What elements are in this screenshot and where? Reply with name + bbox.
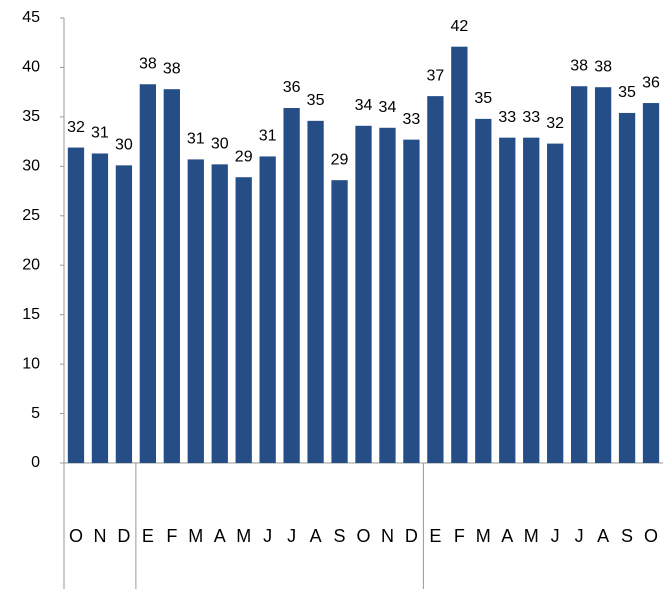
x-tick-label: M [188,526,203,546]
bar [547,143,564,464]
y-tick-label: 40 [22,59,40,76]
bar [427,96,444,463]
x-tick-label: N [381,526,394,546]
y-tick-label: 25 [22,207,40,224]
x-tick-label: F [166,526,177,546]
value-label: 37 [426,67,444,84]
bar [403,139,420,463]
x-tick-label: A [310,526,322,546]
y-tick-label: 15 [22,306,40,323]
x-tick-label: J [263,526,272,546]
value-label: 38 [139,55,157,72]
value-label: 33 [403,111,421,128]
x-tick-label: F [454,526,465,546]
bar [283,107,300,463]
value-label: 36 [283,79,301,96]
bar [475,118,492,463]
x-tick-label: O [644,526,658,546]
x-tick-label: O [69,526,83,546]
value-label: 33 [522,109,540,126]
bar [331,180,348,463]
x-tick-label: A [214,526,226,546]
bar [235,177,252,463]
value-label: 38 [570,57,588,74]
value-label: 29 [331,151,349,168]
value-label: 32 [546,115,564,132]
value-label: 38 [163,60,181,77]
value-label: 31 [187,131,205,148]
bar [594,87,612,463]
bar [211,164,228,463]
bar [355,125,372,464]
x-tick-label: A [597,526,609,546]
x-tick-label: J [575,526,584,546]
x-tick-label: N [93,526,106,546]
bar [618,112,636,463]
value-label: 31 [91,125,109,142]
value-label: 30 [211,136,229,153]
x-tick-label: D [117,526,130,546]
x-tick-label: A [501,526,513,546]
bar [115,165,133,463]
value-label: 34 [379,99,397,116]
y-tick-label: 30 [22,158,40,175]
x-tick-label: O [356,526,370,546]
x-tick-label: S [334,526,346,546]
y-tick-label: 0 [31,454,40,471]
bar [499,137,516,463]
value-label: 30 [115,137,133,154]
x-tick-label: E [429,526,441,546]
x-tick-label: E [142,526,154,546]
bar [642,103,660,464]
value-label: 38 [594,58,612,75]
x-tick-label: J [287,526,296,546]
bar [523,137,540,463]
bar [259,156,276,463]
bar [451,46,468,464]
value-label: 32 [67,119,85,136]
bar [379,127,396,464]
y-tick-label: 45 [22,9,40,26]
value-label: 42 [450,18,468,35]
bar [163,89,180,463]
bar [570,86,588,463]
bar [67,147,85,464]
bar [91,153,109,463]
y-tick-label: 5 [31,405,40,422]
x-tick-label: M [236,526,251,546]
value-label: 33 [498,109,516,126]
y-tick-label: 20 [22,256,40,273]
bar [307,120,324,463]
value-label: 29 [235,148,253,165]
value-label: 35 [474,90,492,107]
y-tick-label: 35 [22,108,40,125]
y-tick-label: 10 [22,355,40,372]
x-tick-label: J [551,526,560,546]
value-label: 35 [307,92,325,109]
x-tick-label: M [476,526,491,546]
x-tick-label: D [405,526,418,546]
value-label: 34 [355,97,373,114]
value-label: 31 [259,128,277,145]
x-tick-label: M [524,526,539,546]
x-tick-label: S [621,526,633,546]
bar [187,159,204,463]
bar [139,84,157,463]
value-label: 35 [618,84,636,101]
value-label: 36 [642,74,660,91]
